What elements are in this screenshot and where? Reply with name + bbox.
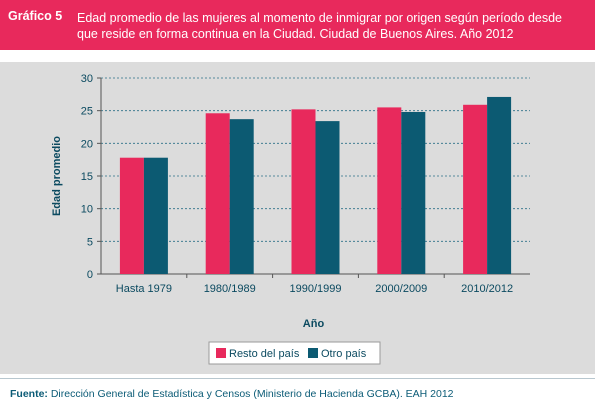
source-label: Fuente: [10, 388, 48, 400]
legend-label: Otro país [321, 348, 367, 360]
chart-header: Gráfico 5 Edad promedio de las mujeres a… [0, 0, 595, 50]
x-axis-label: Año [303, 318, 325, 330]
source-note: Fuente: Dirección General de Estadística… [10, 388, 454, 400]
x-tick-label: 2000/2009 [375, 283, 427, 295]
y-tick-label: 30 [81, 73, 93, 85]
legend-swatch [308, 348, 318, 358]
y-tick-label: 20 [81, 138, 93, 150]
bar-resto-del-pais [377, 107, 402, 275]
legend-label: Resto del país [229, 348, 300, 360]
legend-swatch [216, 348, 226, 358]
bar-resto-del-pais [463, 104, 488, 274]
x-tick-label: 2010/2012 [461, 283, 513, 295]
y-axis-label: Edad promedio [51, 136, 63, 216]
chart-title: Edad promedio de las mujeres al momento … [77, 11, 563, 41]
y-tick-label: 10 [81, 204, 93, 216]
y-tick-label: 5 [87, 236, 93, 248]
bar-otro-pais [401, 111, 426, 274]
source-footer: Fuente: Dirección General de Estadística… [0, 378, 595, 412]
bar-resto-del-pais [119, 157, 144, 274]
x-tick-label: 1980/1989 [204, 283, 256, 295]
y-tick-label: 0 [87, 269, 93, 281]
bar-otro-pais [315, 121, 340, 274]
y-tick-label: 25 [81, 106, 93, 118]
bar-otro-pais [143, 157, 168, 274]
bar-resto-del-pais [291, 109, 316, 274]
source-text: Dirección General de Estadística y Censo… [50, 388, 454, 400]
x-tick-label: 1990/1999 [290, 283, 342, 295]
bar-otro-pais [229, 119, 254, 274]
bar-chart: 0 5 10 15 20 25 30 Hasta 1979 1980/1989 1990/1999… [51, 73, 530, 365]
figure-number: Gráfico 5 [8, 9, 63, 23]
x-tick-label: Hasta 1979 [116, 283, 172, 295]
bar-otro-pais [487, 96, 512, 274]
legend [208, 341, 381, 365]
bar-resto-del-pais [205, 113, 230, 274]
y-tick-label: 15 [81, 171, 93, 183]
chart-panel: 0 5 10 15 20 25 30 Hasta 1979 1980/1989 1990/1999… [0, 62, 595, 374]
